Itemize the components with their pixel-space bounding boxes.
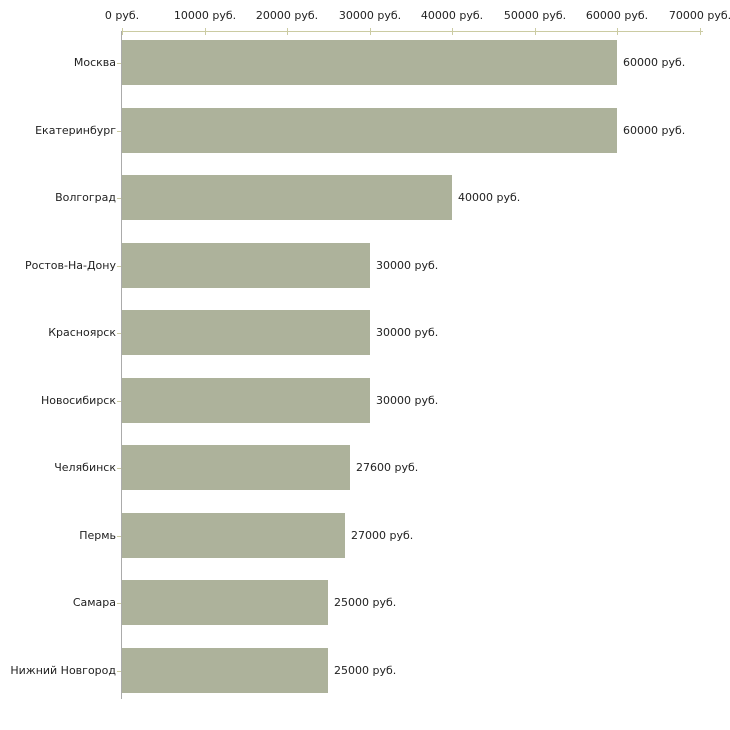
category-tick xyxy=(117,333,121,334)
bar-value-label: 40000 руб. xyxy=(458,191,521,204)
category-tick xyxy=(117,63,121,64)
x-axis-tick-label: 70000 руб. xyxy=(668,9,730,22)
bar-9 xyxy=(122,648,328,693)
bar-value-label: 25000 руб. xyxy=(334,596,397,609)
bar-value-label: 60000 руб. xyxy=(623,56,686,69)
category-tick xyxy=(117,671,121,672)
category-label: Волгоград xyxy=(55,191,116,204)
bar-7 xyxy=(122,513,345,558)
bar-value-label: 30000 руб. xyxy=(376,394,439,407)
bar-3 xyxy=(122,243,370,288)
x-axis-tick-label: 30000 руб. xyxy=(338,9,402,22)
x-axis-tick xyxy=(452,28,453,35)
bar-2 xyxy=(122,175,452,220)
x-axis-tick xyxy=(535,28,536,35)
x-axis-tick xyxy=(287,28,288,35)
bar-value-label: 27600 руб. xyxy=(356,461,419,474)
bar-value-label: 25000 руб. xyxy=(334,664,397,677)
bar-value-label: 60000 руб. xyxy=(623,124,686,137)
x-axis-tick-label: 60000 руб. xyxy=(585,9,649,22)
category-label: Новосибирск xyxy=(40,394,116,407)
bar-6 xyxy=(122,445,350,490)
category-tick xyxy=(117,468,121,469)
x-axis-tick-label: 20000 руб. xyxy=(255,9,319,22)
x-axis-tick-label: 10000 руб. xyxy=(173,9,237,22)
category-tick xyxy=(117,131,121,132)
x-axis-line xyxy=(122,31,703,32)
bar-value-label: 30000 руб. xyxy=(376,326,439,339)
bar-value-label: 27000 руб. xyxy=(351,529,414,542)
x-axis-tick-label: 40000 руб. xyxy=(420,9,484,22)
bar-5 xyxy=(122,378,370,423)
bar-4 xyxy=(122,310,370,355)
bar-1 xyxy=(122,108,617,153)
category-label: Ростов-На-Дону xyxy=(24,259,116,272)
category-label: Самара xyxy=(72,596,116,609)
category-label: Красноярск xyxy=(48,326,116,339)
x-axis-tick-label: 0 руб. xyxy=(104,9,140,22)
x-axis-tick-label: 50000 руб. xyxy=(503,9,567,22)
x-axis-tick xyxy=(617,28,618,35)
x-axis-tick xyxy=(205,28,206,35)
x-axis-tick xyxy=(700,28,701,35)
x-axis-tick xyxy=(370,28,371,35)
category-tick xyxy=(117,401,121,402)
category-label: Нижний Новгород xyxy=(10,664,116,677)
category-tick xyxy=(117,266,121,267)
category-label: Москва xyxy=(73,56,116,69)
bar-0 xyxy=(122,40,617,85)
category-label: Пермь xyxy=(79,529,116,542)
category-label: Челябинск xyxy=(54,461,116,474)
y-axis-line xyxy=(121,31,122,699)
bar-value-label: 30000 руб. xyxy=(376,259,439,272)
bar-8 xyxy=(122,580,328,625)
category-label: Екатеринбург xyxy=(35,124,116,137)
category-tick xyxy=(117,536,121,537)
x-axis-tick xyxy=(122,28,123,35)
category-tick xyxy=(117,198,121,199)
category-tick xyxy=(117,603,121,604)
